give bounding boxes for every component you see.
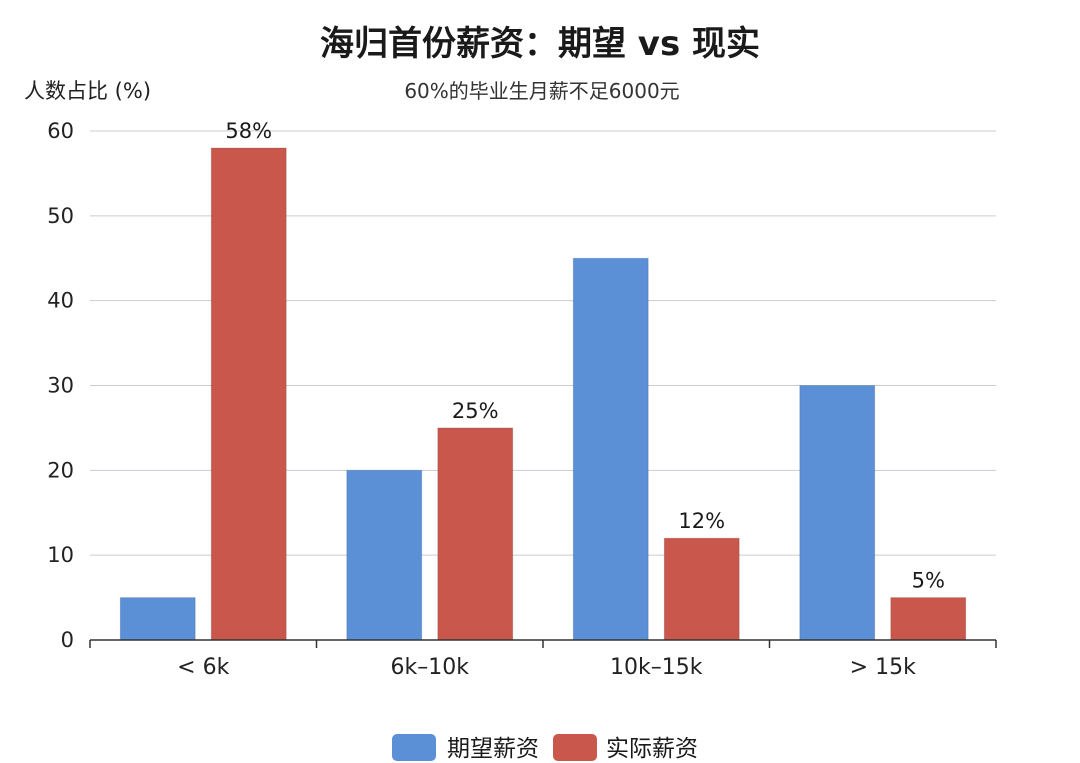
chart-subtitle: 60%的毕业生月薪不足6000元 <box>404 79 679 103</box>
chart-title: 海归首份薪资：期望 vs 现实 <box>320 24 760 64</box>
y-tick-label: 60 <box>47 119 74 143</box>
x-tick-label: 6k–10k <box>391 655 470 680</box>
y-axis-label: 人数占比 (%) <box>24 79 151 103</box>
bar-series-1 <box>663 537 740 641</box>
bar-series-0 <box>346 469 423 641</box>
legend-swatch-0 <box>392 734 436 761</box>
y-tick-label: 30 <box>47 374 74 398</box>
bar-series-1 <box>890 597 967 641</box>
y-tick-label: 50 <box>47 204 74 228</box>
legend: 期望薪资 实际薪资 <box>392 734 698 762</box>
y-tick-label: 10 <box>47 543 74 567</box>
x-axis-categories: < 6k 6k–10k 10k–15k > 15k <box>177 655 916 680</box>
bar-series-1 <box>437 427 514 641</box>
y-tick-label: 20 <box>47 458 74 482</box>
x-tick-label: > 15k <box>850 655 916 680</box>
bar-series-1 <box>210 147 287 641</box>
legend-label-1: 实际薪资 <box>606 736 698 762</box>
x-tick-label: < 6k <box>177 655 229 680</box>
data-label: 12% <box>678 509 725 533</box>
y-tick-label: 40 <box>47 289 74 313</box>
bars <box>119 147 967 641</box>
bar-series-0 <box>799 385 876 641</box>
data-label: 25% <box>452 399 499 423</box>
legend-swatch-1 <box>553 734 597 761</box>
y-axis-ticks: 0 10 20 30 40 50 60 <box>47 119 74 652</box>
y-tick-label: 0 <box>61 628 74 652</box>
x-tick-label: 10k–15k <box>610 655 703 680</box>
bar-series-0 <box>572 257 649 641</box>
data-label: 5% <box>912 569 945 593</box>
legend-label-0: 期望薪资 <box>447 736 539 762</box>
data-label: 58% <box>225 119 272 143</box>
bar-series-0 <box>119 597 196 641</box>
x-axis <box>89 639 997 648</box>
data-labels: 58% 25% 12% 5% <box>225 119 945 593</box>
